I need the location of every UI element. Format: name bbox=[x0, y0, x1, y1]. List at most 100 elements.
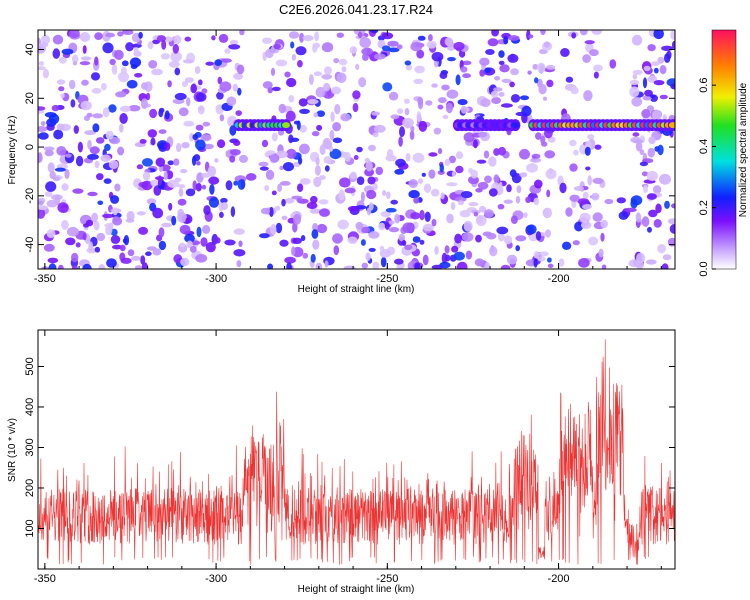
noise-blob bbox=[209, 184, 215, 195]
noise-blob bbox=[152, 207, 164, 219]
noise-blob bbox=[167, 179, 180, 188]
noise-blob bbox=[404, 108, 410, 116]
noise-blob bbox=[315, 262, 323, 269]
noise-blob bbox=[128, 105, 141, 112]
noise-blob bbox=[60, 93, 65, 99]
noise-blob bbox=[334, 104, 341, 115]
noise-blob bbox=[178, 188, 184, 197]
noise-blob bbox=[484, 175, 492, 184]
noise-blob bbox=[462, 73, 471, 79]
noise-blob bbox=[413, 197, 420, 204]
noise-blob bbox=[214, 158, 219, 163]
noise-blob bbox=[229, 155, 236, 163]
noise-blob bbox=[498, 92, 505, 97]
noise-blob bbox=[629, 86, 640, 98]
noise-blob bbox=[329, 148, 342, 160]
noise-blob bbox=[485, 49, 495, 55]
noise-blob bbox=[664, 200, 670, 209]
noise-blob bbox=[503, 36, 509, 45]
noise-blob bbox=[105, 32, 115, 38]
noise-blob bbox=[271, 190, 277, 196]
noise-blob bbox=[479, 57, 490, 66]
noise-blob bbox=[501, 78, 512, 83]
noise-blob bbox=[669, 223, 675, 234]
noise-blob bbox=[404, 60, 412, 66]
noise-blob bbox=[412, 152, 425, 163]
noise-blob bbox=[583, 90, 593, 102]
noise-blob bbox=[321, 42, 334, 53]
noise-blob bbox=[537, 256, 546, 262]
noise-blob bbox=[431, 83, 438, 88]
noise-blob bbox=[260, 207, 271, 215]
noise-blob bbox=[515, 235, 527, 242]
bottom-x-axis-label: Height of straight line (km) bbox=[298, 584, 415, 595]
noise-blob bbox=[298, 156, 303, 165]
noise-blob bbox=[540, 135, 546, 144]
colorbar-tick-label: 0.6 bbox=[698, 78, 710, 93]
noise-blob bbox=[181, 80, 189, 88]
top-y-tick-label: -40 bbox=[24, 237, 36, 253]
noise-blob bbox=[269, 153, 280, 163]
noise-blob bbox=[455, 196, 467, 202]
spectrogram-signal-bands bbox=[233, 119, 675, 132]
noise-blob bbox=[444, 245, 450, 254]
noise-blob bbox=[291, 246, 296, 256]
noise-blob bbox=[66, 226, 79, 237]
noise-blob bbox=[108, 160, 119, 170]
noise-blob bbox=[584, 146, 591, 156]
noise-blob bbox=[646, 193, 657, 200]
noise-blob bbox=[310, 195, 318, 204]
noise-blob bbox=[239, 154, 248, 163]
noise-blob bbox=[40, 121, 46, 126]
bottom-x-tick-label: -300 bbox=[205, 573, 227, 585]
noise-blob bbox=[373, 124, 386, 133]
noise-blob bbox=[309, 208, 321, 214]
noise-blob bbox=[45, 181, 57, 192]
noise-blob bbox=[42, 68, 50, 79]
noise-blob bbox=[390, 114, 400, 120]
noise-blob bbox=[279, 239, 289, 247]
noise-blob bbox=[284, 198, 295, 204]
noise-blob bbox=[447, 57, 456, 62]
noise-blob bbox=[313, 112, 318, 118]
noise-blob bbox=[347, 205, 360, 212]
noise-blob bbox=[61, 48, 74, 55]
noise-blob bbox=[112, 207, 118, 216]
noise-blob bbox=[352, 90, 361, 100]
noise-blob bbox=[238, 240, 243, 247]
noise-blob bbox=[194, 66, 201, 74]
noise-blob bbox=[233, 228, 245, 235]
noise-blob bbox=[110, 235, 121, 244]
noise-blob bbox=[423, 183, 432, 193]
noise-blob bbox=[388, 227, 400, 233]
noise-blob bbox=[270, 224, 277, 235]
noise-blob bbox=[503, 199, 513, 204]
noise-blob bbox=[408, 190, 420, 199]
noise-blob bbox=[217, 76, 223, 85]
noise-blob bbox=[486, 232, 497, 240]
snr-series-line bbox=[38, 339, 675, 565]
noise-blob bbox=[401, 240, 407, 246]
noise-blob bbox=[71, 252, 79, 263]
noise-blob bbox=[337, 219, 349, 230]
noise-blob bbox=[182, 59, 194, 64]
noise-blob bbox=[515, 111, 527, 117]
noise-blob bbox=[177, 198, 187, 206]
noise-blob bbox=[579, 30, 588, 36]
noise-blob bbox=[38, 106, 46, 111]
noise-blob bbox=[270, 67, 276, 76]
noise-blob bbox=[532, 63, 539, 70]
noise-blob bbox=[426, 40, 437, 49]
noise-blob bbox=[480, 98, 491, 108]
top-x-tick-label: -350 bbox=[34, 273, 56, 285]
noise-blob bbox=[138, 226, 149, 235]
noise-blob bbox=[422, 254, 429, 266]
noise-blob bbox=[158, 227, 165, 238]
noise-blob bbox=[200, 237, 208, 247]
noise-blob bbox=[671, 40, 675, 50]
noise-blob bbox=[533, 258, 538, 268]
noise-blob bbox=[479, 69, 486, 77]
noise-blob bbox=[149, 108, 158, 119]
noise-blob bbox=[123, 235, 130, 246]
noise-blob bbox=[271, 132, 278, 142]
